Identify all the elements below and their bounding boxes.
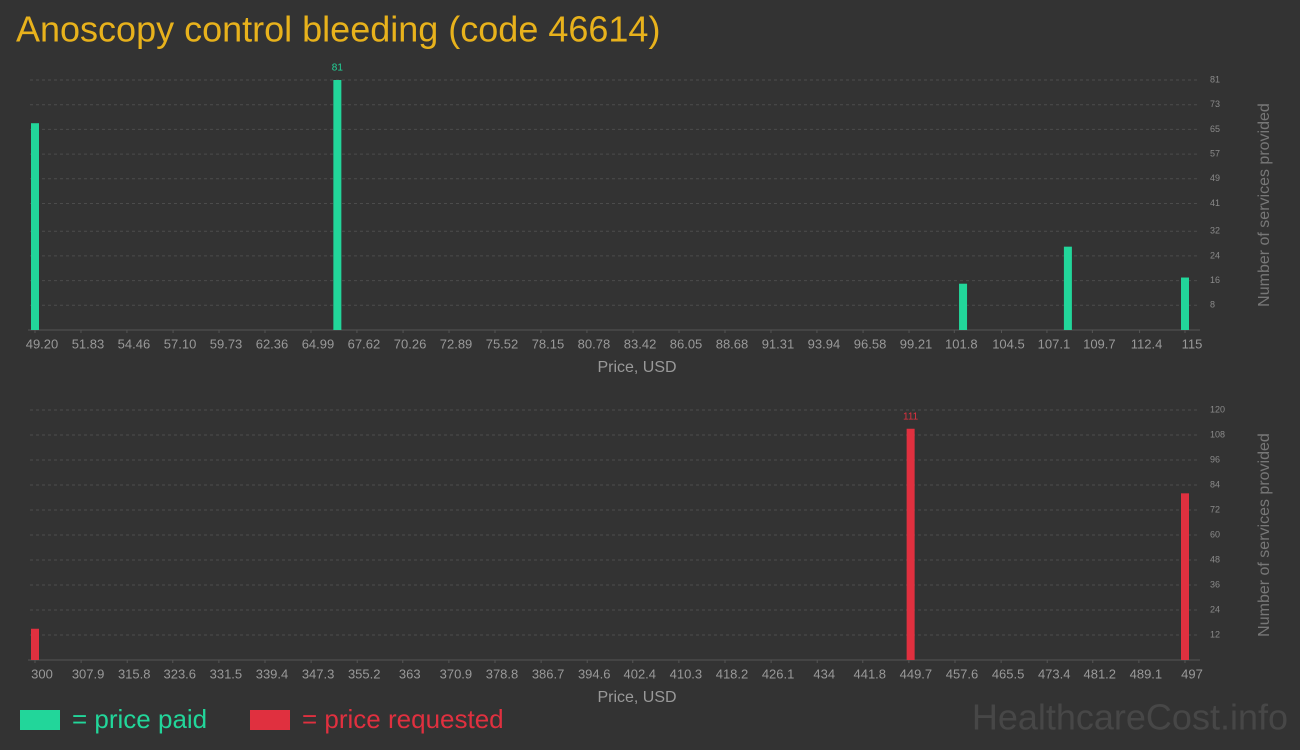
x-tick-label: 72.89 <box>440 336 473 351</box>
x-tick-label: 418.2 <box>716 666 749 681</box>
y-tick-label: 8 <box>1210 300 1215 310</box>
x-tick-label: 99.21 <box>900 336 933 351</box>
x-tick-label: 378.8 <box>486 666 519 681</box>
x-axis-label: Price, USD <box>597 689 676 706</box>
x-tick-label: 49.20 <box>26 336 59 351</box>
x-tick-label: 489.1 <box>1130 666 1163 681</box>
y-tick-label: 36 <box>1210 579 1220 589</box>
y-tick-label: 120 <box>1210 404 1225 414</box>
x-tick-label: 465.5 <box>992 666 1025 681</box>
x-tick-label: 70.26 <box>394 336 427 351</box>
legend-label: = price requested <box>302 704 504 734</box>
x-tick-label: 339.4 <box>256 666 289 681</box>
x-tick-label: 370.9 <box>440 666 473 681</box>
bar <box>31 628 39 660</box>
x-tick-label: 449.7 <box>900 666 933 681</box>
bar <box>1063 246 1072 330</box>
watermark: HealthcareCost.info <box>972 697 1288 738</box>
x-tick-label: 107.1 <box>1038 336 1071 351</box>
x-tick-label: 59.73 <box>210 336 243 351</box>
y-tick-label: 72 <box>1210 504 1220 514</box>
x-tick-label: 315.8 <box>118 666 151 681</box>
y-axis-label: Number of services provided <box>1256 433 1273 637</box>
bar <box>1181 493 1189 660</box>
x-tick-label: 64.99 <box>302 336 335 351</box>
y-tick-label: 60 <box>1210 529 1220 539</box>
page-title: Anoscopy control bleeding (code 46614) <box>16 9 660 50</box>
x-tick-label: 54.46 <box>118 336 151 351</box>
y-tick-label: 16 <box>1210 275 1220 285</box>
y-tick-label: 49 <box>1210 173 1220 183</box>
x-tick-label: 363 <box>399 666 421 681</box>
x-tick-label: 88.68 <box>716 336 749 351</box>
x-tick-label: 410.3 <box>670 666 703 681</box>
x-tick-label: 96.58 <box>854 336 887 351</box>
x-tick-label: 115 <box>1182 336 1203 351</box>
x-tick-label: 457.6 <box>946 666 979 681</box>
x-tick-label: 51.83 <box>72 336 105 351</box>
y-tick-label: 96 <box>1210 454 1220 464</box>
x-tick-label: 323.6 <box>163 666 196 681</box>
x-tick-label: 104.5 <box>992 336 1025 351</box>
y-tick-label: 108 <box>1210 429 1225 439</box>
y-tick-label: 84 <box>1210 479 1220 489</box>
y-tick-label: 32 <box>1210 226 1220 236</box>
y-tick-label: 41 <box>1210 198 1220 208</box>
x-tick-label: 402.4 <box>623 666 656 681</box>
x-tick-label: 394.6 <box>578 666 611 681</box>
legend-swatch <box>250 710 290 730</box>
bar-value-label: 111 <box>903 411 919 422</box>
x-tick-label: 78.15 <box>532 336 565 351</box>
bar-value-label: 81 <box>332 63 344 74</box>
y-tick-label: 73 <box>1210 99 1220 109</box>
x-axis-label: Price, USD <box>597 359 676 376</box>
y-tick-label: 24 <box>1210 250 1220 260</box>
x-tick-label: 426.1 <box>762 666 795 681</box>
legend-swatch <box>20 710 60 730</box>
x-tick-label: 83.42 <box>624 336 657 351</box>
x-tick-label: 473.4 <box>1038 666 1071 681</box>
x-tick-label: 75.52 <box>486 336 519 351</box>
bar <box>31 123 39 331</box>
y-tick-label: 12 <box>1210 629 1220 639</box>
bar <box>959 283 968 330</box>
x-tick-label: 355.2 <box>348 666 381 681</box>
x-tick-label: 67.62 <box>348 336 381 351</box>
x-tick-label: 347.3 <box>302 666 335 681</box>
x-tick-label: 307.9 <box>72 666 105 681</box>
x-tick-label: 497 <box>1181 666 1203 681</box>
y-axis-label: Number of services provided <box>1256 103 1273 307</box>
legend-label: = price paid <box>72 704 207 734</box>
x-tick-label: 80.78 <box>578 336 611 351</box>
bar <box>1181 277 1189 330</box>
x-tick-label: 91.31 <box>762 336 795 351</box>
x-tick-label: 481.2 <box>1083 666 1116 681</box>
y-tick-label: 48 <box>1210 554 1220 564</box>
x-tick-label: 93.94 <box>808 336 841 351</box>
y-tick-label: 24 <box>1210 604 1220 614</box>
y-tick-label: 81 <box>1210 74 1220 84</box>
x-tick-label: 434 <box>813 666 835 681</box>
x-tick-label: 57.10 <box>164 336 197 351</box>
x-tick-label: 441.8 <box>853 666 886 681</box>
x-tick-label: 62.36 <box>256 336 289 351</box>
x-tick-label: 101.8 <box>945 336 978 351</box>
bar <box>333 80 342 330</box>
bar <box>906 428 915 660</box>
x-tick-label: 300 <box>31 666 53 681</box>
y-tick-label: 57 <box>1210 148 1220 158</box>
x-tick-label: 386.7 <box>532 666 565 681</box>
x-tick-label: 112.4 <box>1131 336 1163 351</box>
x-tick-label: 109.7 <box>1083 336 1116 351</box>
x-tick-label: 86.05 <box>670 336 703 351</box>
x-tick-label: 331.5 <box>210 666 243 681</box>
y-tick-label: 65 <box>1210 124 1220 134</box>
